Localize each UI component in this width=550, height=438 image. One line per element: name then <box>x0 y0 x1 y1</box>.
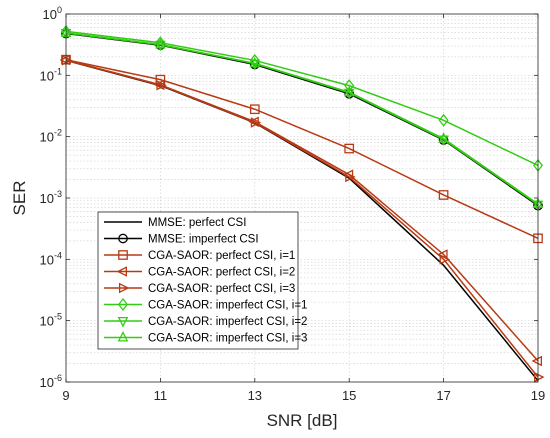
data-point <box>344 143 355 154</box>
data-point <box>155 74 166 85</box>
data-point <box>156 79 167 91</box>
x-tick-label: 11 <box>154 388 168 403</box>
data-point <box>249 56 261 68</box>
legend-marker <box>117 316 129 328</box>
x-tick-label: 15 <box>342 388 356 403</box>
legend-item: CGA-SAOR: imperfect CSI, i=2 <box>104 316 307 328</box>
legend-label: CGA-SAOR: imperfect CSI, i=1 <box>148 300 307 312</box>
axis-ticks: 9 11 13 15 17 19 100 10-1 10-2 10-3 10-4 10-5 10-6 <box>40 5 546 403</box>
legend: MMSE: perfect CSI MMSE: imperfect CSI CGA-… <box>97 211 307 350</box>
legend-marker <box>118 233 128 244</box>
data-point <box>438 190 449 200</box>
y-axis-title: SER <box>10 181 29 216</box>
grid <box>65 14 539 382</box>
y-tick-label: 10-1 <box>40 66 62 83</box>
legend-label: MMSE: imperfect CSI <box>148 234 259 246</box>
legend-item: CGA-SAOR: imperfect CSI, i=1 <box>104 297 307 312</box>
data-point <box>249 53 260 67</box>
data-point <box>438 113 449 127</box>
y-tick-label: 10-4 <box>40 250 62 267</box>
series-lines <box>59 24 545 383</box>
legend-marker <box>118 250 128 260</box>
legend-item: CGA-SAOR: perfect CSI, i=3 <box>104 282 295 295</box>
x-tick-label: 9 <box>62 388 69 403</box>
series-line <box>65 32 539 205</box>
y-tick-label: 100 <box>43 5 62 22</box>
legend-item: CGA-SAOR: imperfect CSI, i=3 <box>104 331 307 345</box>
series-cga-saor-perfect-csi-i-3 <box>61 55 545 383</box>
legend-label: CGA-SAOR: imperfect CSI, i=2 <box>148 316 307 328</box>
data-point <box>531 355 543 367</box>
legend-item: CGA-SAOR: perfect CSI, i=1 <box>104 250 295 262</box>
legend-label: CGA-SAOR: perfect CSI, i=1 <box>148 250 295 262</box>
data-point <box>343 85 355 97</box>
legend-marker <box>117 297 129 312</box>
data-point <box>249 104 260 115</box>
series-line <box>65 59 539 378</box>
y-tick-label: 10-5 <box>40 312 62 329</box>
data-point <box>344 79 355 93</box>
legend-item: MMSE: perfect CSI <box>104 217 246 229</box>
x-tick-label: 19 <box>531 388 545 403</box>
legend-label: CGA-SAOR: imperfect CSI, i=3 <box>148 333 307 345</box>
data-point <box>155 38 166 49</box>
legend-box <box>97 211 299 350</box>
y-tick-label: 10-3 <box>40 189 62 206</box>
legend-item: MMSE: imperfect CSI <box>104 234 259 246</box>
y-tick-label: 10-2 <box>40 128 62 145</box>
x-axis-title: SNR [dB] <box>267 411 338 430</box>
data-point <box>345 171 356 183</box>
series-line <box>65 30 539 167</box>
series-line <box>65 58 539 240</box>
data-point <box>438 132 449 143</box>
legend-marker <box>116 266 128 277</box>
data-point <box>61 55 73 66</box>
legend-label: CGA-SAOR: perfect CSI, i=3 <box>148 283 295 295</box>
x-tick-label: 13 <box>248 388 262 403</box>
legend-label: MMSE: perfect CSI <box>148 217 246 229</box>
y-tick-label: 10-6 <box>40 373 62 390</box>
legend-item: CGA-SAOR: perfect CSI, i=2 <box>104 266 295 279</box>
data-point <box>439 254 451 265</box>
data-point <box>533 371 545 383</box>
legend-marker <box>117 331 129 342</box>
x-tick-label: 17 <box>436 388 450 403</box>
data-point <box>250 117 262 128</box>
legend-marker <box>118 282 130 294</box>
legend-label: CGA-SAOR: perfect CSI, i=2 <box>148 267 295 279</box>
